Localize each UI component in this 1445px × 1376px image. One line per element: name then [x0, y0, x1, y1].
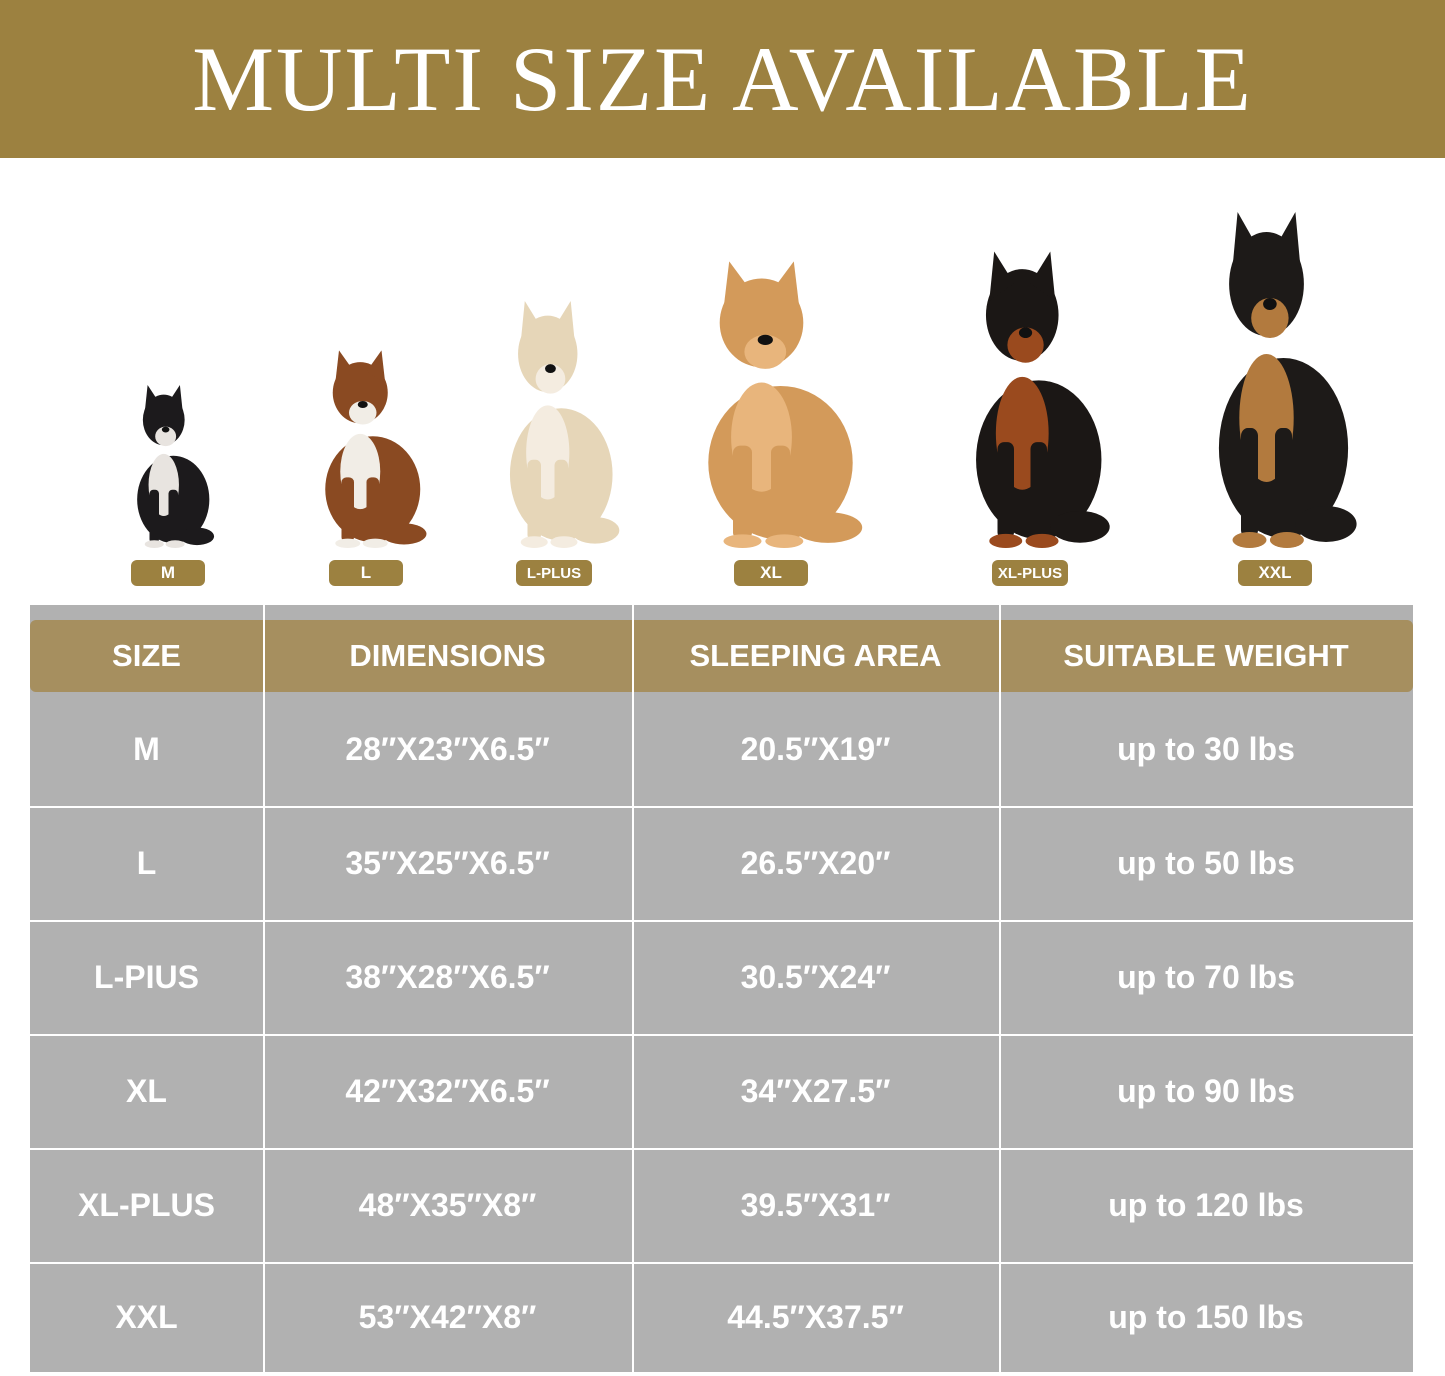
weight-cell: up to 120 lbs [1108, 1186, 1304, 1223]
size-cell: XL [126, 1072, 167, 1109]
column-divider [263, 605, 265, 1372]
row-divider [30, 1034, 1413, 1036]
size-table: SIZE DIMENSIONS SLEEPING AREA SUITABLE WEIG… [30, 605, 1413, 1372]
beagle-photo [304, 348, 429, 548]
size-tag: L-PLUS [516, 560, 592, 586]
size-tag: XL [734, 560, 808, 586]
column-divider [999, 605, 1001, 1372]
dimensions-cell: 35″X25″X6.5″ [345, 844, 550, 881]
dimensions-cell: 53″X42″X8″ [358, 1298, 537, 1335]
dimensions-cell: 28″X23″X6.5″ [345, 730, 550, 767]
column-header: SUITABLE WEIGHT [1063, 638, 1349, 673]
sleeping-area-cell: 34″X27.5″ [740, 1072, 891, 1109]
size-cell: XL-PLUS [78, 1186, 215, 1223]
column-header: DIMENSIONS [349, 638, 546, 673]
column-divider [632, 605, 634, 1372]
size-cell: M [133, 730, 160, 767]
weight-cell: up to 150 lbs [1108, 1298, 1304, 1335]
page-title: MULTI SIZE AVAILABLE [192, 28, 1253, 130]
dimensions-cell: 38″X28″X6.5″ [345, 958, 550, 995]
size-tag: XXL [1238, 560, 1312, 586]
sleeping-area-cell: 30.5″X24″ [740, 958, 891, 995]
column-header: SLEEPING AREA [689, 638, 942, 673]
golden-retriever-light-photo [487, 298, 622, 548]
doberman-photo [948, 248, 1113, 548]
weight-cell: up to 30 lbs [1117, 730, 1295, 767]
weight-cell: up to 70 lbs [1117, 958, 1295, 995]
sleeping-area-cell: 20.5″X19″ [740, 730, 891, 767]
german-shepherd-photo [1190, 208, 1360, 548]
french-bulldog-photo [121, 383, 216, 548]
size-cell: L [136, 844, 157, 881]
weight-cell: up to 50 lbs [1117, 844, 1295, 881]
row-divider [30, 1148, 1413, 1150]
sleeping-area-cell: 26.5″X20″ [740, 844, 891, 881]
row-divider [30, 806, 1413, 808]
row-divider [30, 1262, 1413, 1264]
size-tag: M [131, 560, 205, 586]
size-tag: L [329, 560, 403, 586]
size-tag: XL-PLUS [992, 560, 1068, 586]
table-header [30, 620, 1413, 692]
dimensions-cell: 42″X32″X6.5″ [345, 1072, 550, 1109]
sleeping-area-cell: 44.5″X37.5″ [727, 1298, 904, 1335]
size-cell: L-PIUS [94, 958, 199, 995]
weight-cell: up to 90 lbs [1117, 1072, 1295, 1109]
size-cell: XXL [115, 1298, 178, 1335]
sleeping-area-cell: 39.5″X31″ [740, 1186, 891, 1223]
row-divider [30, 920, 1413, 922]
dimensions-cell: 48″X35″X8″ [358, 1186, 537, 1223]
title-banner: MULTI SIZE AVAILABLE [0, 0, 1445, 158]
golden-retriever-photo [676, 258, 866, 548]
column-header: SIZE [112, 638, 181, 673]
